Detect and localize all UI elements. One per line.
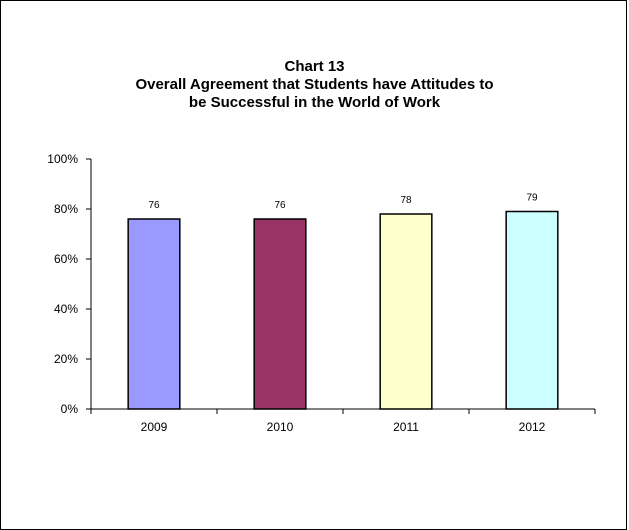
data-label-2010: 76 bbox=[274, 200, 286, 211]
x-tick-label-2010: 2010 bbox=[267, 420, 294, 434]
y-tick-label-5: 100% bbox=[47, 152, 78, 166]
x-tick-label-2009: 2009 bbox=[141, 420, 168, 434]
x-tick-label-2012: 2012 bbox=[519, 420, 546, 434]
data-label-2009: 76 bbox=[148, 200, 160, 211]
bar-chart: 0% 20% 40% 60% 80% 100% 76 2009 76 2010 78 2011 79 20… bbox=[47, 152, 596, 434]
data-label-2012: 79 bbox=[526, 193, 538, 204]
bar-2010 bbox=[253, 218, 307, 410]
chart-title-line-3: be Successful in the World of Work bbox=[188, 94, 441, 111]
x-tick-label-2011: 2011 bbox=[393, 420, 419, 434]
bar-2009 bbox=[127, 218, 181, 410]
y-tick-label-4: 80% bbox=[54, 202, 78, 216]
y-tick-label-3: 60% bbox=[54, 252, 78, 266]
chart-title-line-2: Overall Agreement that Students have Att… bbox=[135, 76, 494, 93]
y-tick-label-0: 0% bbox=[61, 402, 79, 416]
y-tick-label-1: 20% bbox=[54, 352, 78, 366]
y-tick-label-2: 40% bbox=[54, 302, 78, 316]
data-label-2011: 78 bbox=[400, 195, 412, 206]
chart-title-line-1: Chart 13 bbox=[284, 58, 345, 75]
bar-2011 bbox=[379, 213, 433, 410]
bar-2012 bbox=[505, 210, 559, 410]
